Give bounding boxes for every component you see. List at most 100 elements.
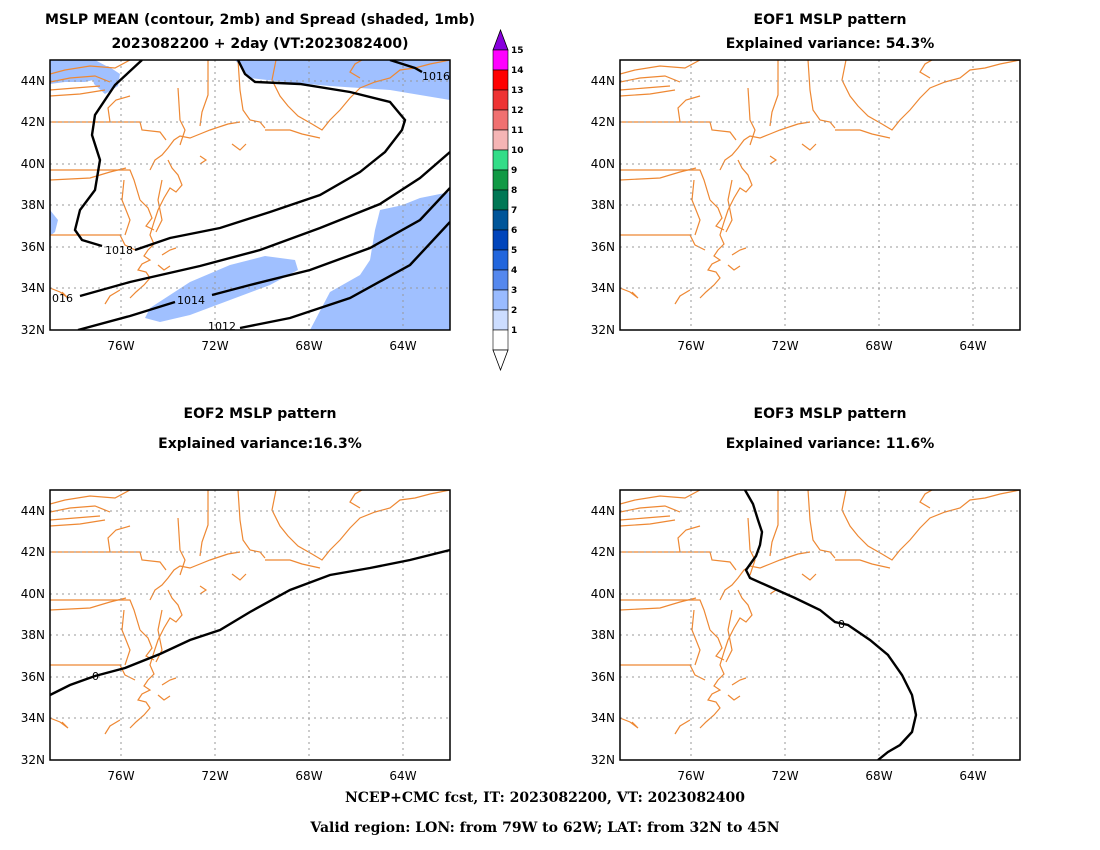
lat-tick-label: 40N	[21, 157, 45, 171]
lat-tick-label: 44N	[21, 504, 45, 518]
lon-tick-label: 76W	[677, 769, 704, 783]
colorbar-cell	[492, 129, 509, 151]
map-panel-mean: 1016 1018 016 1014 1012	[49, 59, 451, 333]
colorbar-label: 4	[511, 266, 517, 276]
colorbar-cell	[492, 109, 509, 131]
colorbar-cell	[492, 209, 509, 231]
lat-tick-label: 40N	[591, 587, 615, 601]
colorbar-label: 3	[511, 286, 517, 296]
lat-tick-label: 44N	[21, 74, 45, 88]
lat-tick-label: 40N	[591, 157, 615, 171]
axis-labels-eof3: 44N 42N 40N 38N 36N 34N 32N 76W 72W 68W 64W	[591, 504, 987, 783]
lon-tick-label: 64W	[389, 769, 416, 783]
lat-tick-label: 38N	[21, 628, 45, 642]
colorbar-cell	[492, 229, 509, 251]
colorbar-cell	[492, 169, 509, 191]
colorbar-label: 6	[511, 226, 517, 236]
colorbar-label: 7	[511, 206, 517, 216]
panel-eof1-title-line2: Explained variance: 54.3%	[726, 36, 935, 52]
lat-tick-label: 36N	[591, 240, 615, 254]
contour-1014-east	[211, 187, 450, 297]
colorbar-label: 15	[511, 46, 524, 56]
spread-area-east	[390, 192, 450, 220]
colorbar-cell	[492, 309, 509, 331]
spread-colorbar: 15 14 13 12 11 10 9 8 7 6 5 4 3 2 1	[492, 28, 524, 372]
contour-1018-west	[73, 60, 143, 248]
lat-tick-label: 32N	[591, 323, 615, 337]
eof3-contour-label: 0	[838, 618, 845, 631]
map-frame	[619, 59, 1021, 331]
colorbar-label: 10	[511, 146, 524, 156]
lon-tick-label: 68W	[295, 339, 322, 353]
axis-labels-eof1: 44N 42N 40N 38N 36N 34N 32N 76W 72W 68W 64W	[591, 74, 987, 353]
lat-tick-label: 40N	[21, 587, 45, 601]
colorbar-label: 14	[511, 66, 524, 76]
map-panel-eof1	[619, 59, 1021, 331]
lat-tick-label: 32N	[591, 753, 615, 767]
contour-1014-west	[77, 300, 176, 330]
contour-label-1014: 1014	[177, 294, 205, 307]
graticule	[620, 490, 1020, 760]
eof3-zero-contour	[743, 490, 918, 760]
lat-tick-label: 36N	[591, 670, 615, 684]
colorbar-cell	[492, 89, 509, 111]
graticule	[620, 60, 1020, 330]
mslp-contours	[73, 60, 450, 330]
panel-mean-title-line2: 2023082200 + 2day (VT:2023082400)	[111, 36, 408, 52]
colorbar-cell	[492, 189, 509, 211]
colorbar-cell	[492, 69, 509, 91]
lat-tick-label: 34N	[591, 711, 615, 725]
colorbar-label: 5	[511, 246, 517, 256]
lon-tick-label: 64W	[389, 339, 416, 353]
coastlines	[620, 490, 1020, 735]
lat-tick-label: 36N	[21, 240, 45, 254]
lon-tick-label: 64W	[959, 339, 986, 353]
lat-tick-label: 38N	[591, 628, 615, 642]
lon-tick-label: 72W	[771, 769, 798, 783]
spread-area-southeast	[310, 195, 450, 330]
map-panel-eof3: 0	[619, 489, 1021, 761]
lon-tick-label: 72W	[771, 339, 798, 353]
colorbar-bottom-arrow	[492, 349, 509, 372]
graticule	[50, 490, 450, 760]
lon-tick-label: 76W	[107, 339, 134, 353]
colorbar-label: 11	[511, 126, 524, 136]
spread-area-west	[50, 210, 58, 236]
lon-tick-label: 72W	[201, 339, 228, 353]
lon-tick-label: 68W	[295, 769, 322, 783]
map-frame	[49, 59, 451, 331]
lat-tick-label: 32N	[21, 323, 45, 337]
lat-tick-label: 42N	[21, 115, 45, 129]
panel-mean-title-line1: MSLP MEAN (contour, 2mb) and Spread (sha…	[45, 12, 475, 28]
eof2-contour-label: 0	[92, 670, 99, 683]
axis-labels-mean: 44N 42N 40N 38N 36N 34N 32N 76W 72W 68W 64W	[21, 74, 417, 353]
lat-tick-label: 38N	[21, 198, 45, 212]
colorbar-cell	[492, 149, 509, 171]
contour-label-1016-left: 016	[52, 292, 73, 305]
contour-1012	[239, 221, 450, 330]
footer-forecast-info: NCEP+CMC fcst, IT: 2023082200, VT: 20230…	[345, 790, 745, 806]
colorbar-label: 1	[511, 326, 517, 336]
coastlines	[620, 60, 1020, 305]
contour-1016-north	[389, 60, 423, 74]
contour-1016-south	[79, 151, 450, 298]
colorbar-label: 9	[511, 166, 517, 176]
colorbar-cell	[492, 329, 509, 351]
panel-eof3-title-line2: Explained variance: 11.6%	[726, 436, 935, 452]
contour-label-1016-top: 1016	[422, 70, 450, 83]
contour-label-1018: 1018	[105, 244, 133, 257]
colorbar-cell	[492, 289, 509, 311]
map-frame	[619, 489, 1021, 761]
lat-tick-label: 44N	[591, 74, 615, 88]
contour-1018-east	[134, 60, 407, 252]
lat-tick-label: 42N	[21, 545, 45, 559]
spread-area-north	[235, 60, 450, 100]
lon-tick-label: 72W	[201, 769, 228, 783]
axis-labels-eof2: 44N 42N 40N 38N 36N 34N 32N 76W 72W 68W 64W	[21, 504, 417, 783]
lat-tick-label: 42N	[591, 115, 615, 129]
lat-tick-label: 34N	[21, 711, 45, 725]
lat-tick-label: 42N	[591, 545, 615, 559]
spread-shading	[50, 60, 450, 330]
panel-eof3-title-line1: EOF3 MSLP pattern	[754, 406, 907, 422]
